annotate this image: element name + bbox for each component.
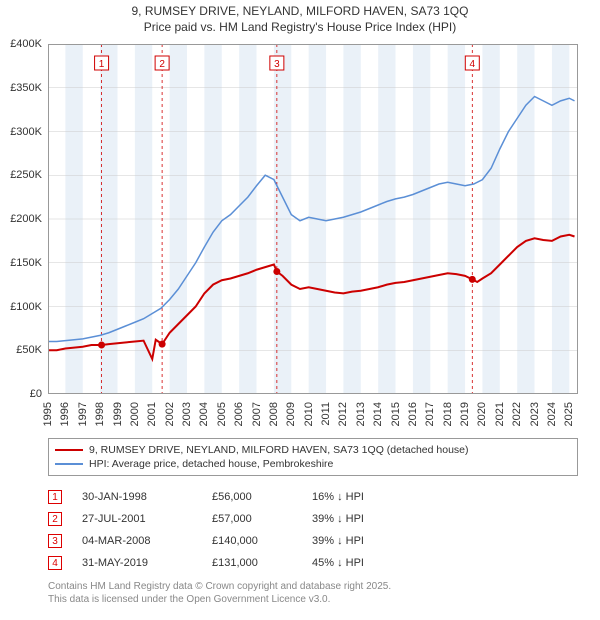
x-tick-label: 2010 [303,402,315,426]
sale-marker: 4 [48,556,62,570]
x-tick-label: 2008 [268,402,280,426]
sale-date: 30-JAN-1998 [82,491,212,503]
y-tick-label: £200K [10,213,42,225]
chart-container: 9, RUMSEY DRIVE, NEYLAND, MILFORD HAVEN,… [0,0,600,620]
x-tick-label: 2005 [216,402,228,426]
x-tick-label: 2022 [511,402,523,426]
x-tick-label: 2018 [442,402,454,426]
sale-marker: 3 [48,534,62,548]
x-tick-label: 2025 [563,402,575,426]
sale-diff: 16% ↓ HPI [312,491,412,503]
sale-row: 1 30-JAN-1998£56,00016% ↓ HPI [48,486,412,508]
sale-row: 4 31-MAY-2019£131,00045% ↓ HPI [48,552,412,574]
y-tick-label: £150K [10,257,42,269]
legend-box: 9, RUMSEY DRIVE, NEYLAND, MILFORD HAVEN,… [48,438,578,476]
x-tick-label: 2020 [476,402,488,426]
x-tick-label: 1998 [94,402,106,426]
attribution-line-2: This data is licensed under the Open Gov… [48,593,391,606]
x-tick-label: 2009 [285,402,297,426]
y-tick-label: £350K [10,82,42,94]
x-tick-label: 2012 [337,402,349,426]
title-line-2: Price paid vs. HM Land Registry's House … [0,20,600,36]
svg-text:4: 4 [470,59,476,70]
chart-svg: 1 2 3 4 [48,44,578,394]
sale-marker: 2 [48,512,62,526]
x-tick-label: 2015 [390,402,402,426]
x-axis-labels: 1995199619971998199920002001200220032004… [48,398,578,438]
x-tick-label: 2013 [355,402,367,426]
svg-text:3: 3 [274,59,280,70]
x-tick-label: 2011 [320,402,332,426]
x-tick-label: 2007 [251,402,263,426]
x-tick-label: 2004 [198,402,210,426]
attribution-text: Contains HM Land Registry data © Crown c… [48,580,391,606]
title-line-1: 9, RUMSEY DRIVE, NEYLAND, MILFORD HAVEN,… [0,4,600,20]
sale-price: £57,000 [212,513,312,525]
x-tick-label: 2002 [164,402,176,426]
x-tick-label: 1997 [77,402,89,426]
sale-diff: 39% ↓ HPI [312,513,412,525]
x-tick-label: 1999 [112,402,124,426]
x-tick-label: 2016 [407,402,419,426]
y-tick-label: £300K [10,126,42,138]
sale-price: £56,000 [212,491,312,503]
sale-date: 31-MAY-2019 [82,557,212,569]
x-tick-label: 2006 [233,402,245,426]
svg-text:1: 1 [99,59,105,70]
legend-label: HPI: Average price, detached house, Pemb… [89,458,333,470]
x-tick-label: 1996 [59,402,71,426]
legend-swatch [55,449,83,451]
sale-diff: 45% ↓ HPI [312,557,412,569]
x-tick-label: 2024 [546,402,558,426]
x-tick-label: 2000 [129,402,141,426]
x-tick-label: 2003 [181,402,193,426]
x-tick-label: 2019 [459,402,471,426]
legend-row: HPI: Average price, detached house, Pemb… [55,457,571,471]
x-tick-label: 2001 [146,402,158,426]
x-tick-label: 2021 [494,402,506,426]
plot-area: 1 2 3 4 [48,44,578,394]
y-tick-label: £250K [10,169,42,181]
sale-row: 2 27-JUL-2001£57,00039% ↓ HPI [48,508,412,530]
attribution-line-1: Contains HM Land Registry data © Crown c… [48,580,391,593]
sale-diff: 39% ↓ HPI [312,535,412,547]
sale-marker: 1 [48,490,62,504]
sale-date: 27-JUL-2001 [82,513,212,525]
x-tick-label: 2014 [372,402,384,426]
sale-price: £140,000 [212,535,312,547]
x-tick-label: 2017 [424,402,436,426]
legend-swatch [55,463,83,465]
y-tick-label: £0 [30,388,42,400]
sales-table: 1 30-JAN-1998£56,00016% ↓ HPI 2 27-JUL-2001… [48,486,412,574]
x-tick-label: 1995 [42,402,54,426]
chart-title: 9, RUMSEY DRIVE, NEYLAND, MILFORD HAVEN,… [0,0,600,35]
x-tick-label: 2023 [529,402,541,426]
sale-price: £131,000 [212,557,312,569]
legend-row: 9, RUMSEY DRIVE, NEYLAND, MILFORD HAVEN,… [55,443,571,457]
sale-row: 3 04-MAR-2008£140,00039% ↓ HPI [48,530,412,552]
sale-date: 04-MAR-2008 [82,535,212,547]
y-tick-label: £50K [16,344,42,356]
svg-text:2: 2 [159,59,165,70]
y-axis-labels: £0£50K£100K£150K£200K£250K£300K£350K£400… [0,44,46,394]
y-tick-label: £400K [10,38,42,50]
y-tick-label: £100K [10,301,42,313]
legend-label: 9, RUMSEY DRIVE, NEYLAND, MILFORD HAVEN,… [89,444,469,456]
